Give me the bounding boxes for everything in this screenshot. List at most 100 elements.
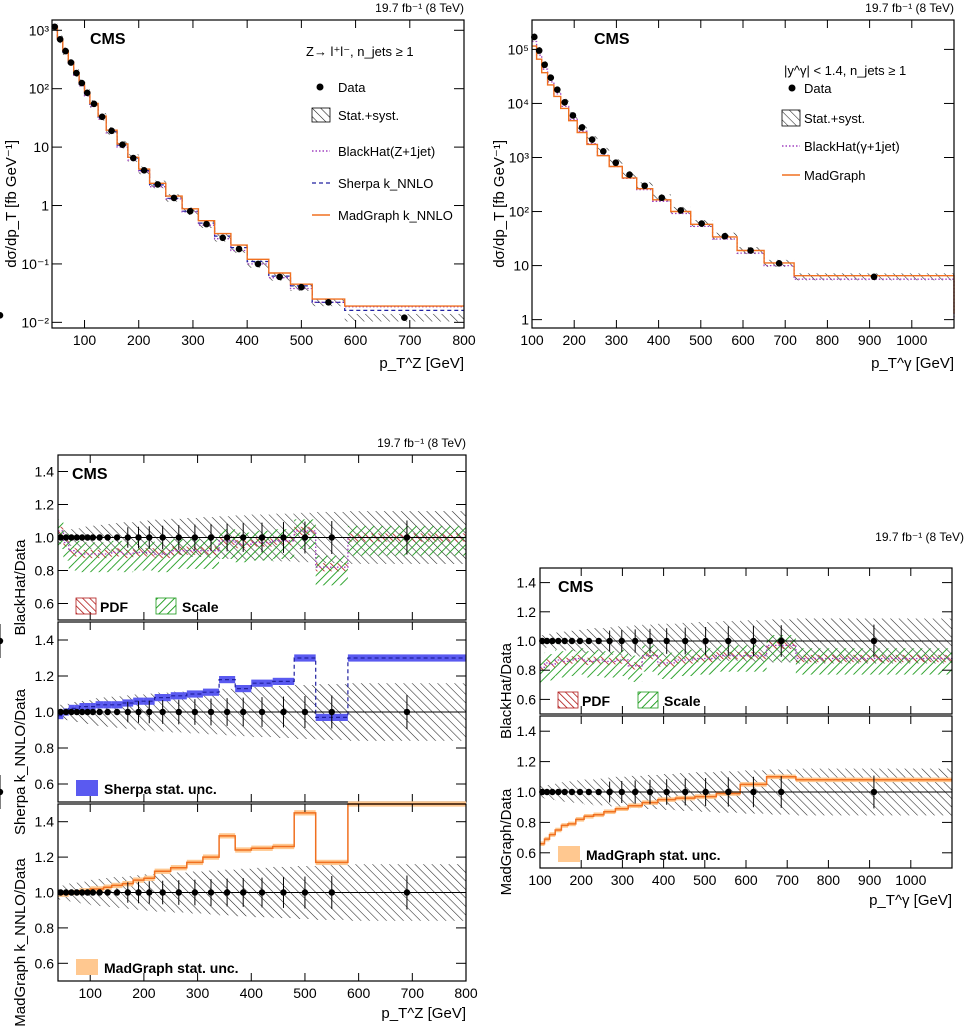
zratio-madgraph-ytick-label: 1.4 xyxy=(35,814,55,830)
gratio-madgraph-xtick-label: 100 xyxy=(528,872,552,888)
zratio-blackhat-scale-band xyxy=(84,542,91,573)
zratio-sherpa-data-point xyxy=(68,708,75,716)
gratio-madgraph-xtick-label: 800 xyxy=(817,872,841,888)
zratio-blackhat-data-point xyxy=(280,534,287,541)
zratio-sherpa-data-point xyxy=(113,708,121,716)
gjet-xtick-label: 500 xyxy=(689,332,713,348)
gjet-data-point xyxy=(747,247,754,254)
gratio-blackhat-scale-band xyxy=(575,648,585,675)
zratio-madgraph-data-point xyxy=(104,889,111,896)
zratio-madgraph-data-point xyxy=(175,889,182,896)
gjet-xtick-label: 200 xyxy=(563,332,587,348)
gjet-data-point xyxy=(677,207,685,214)
gjet-data-point xyxy=(775,260,783,267)
zjet-data-point xyxy=(78,79,86,87)
gratio-blackhat-ytick-label: 0.6 xyxy=(517,691,537,707)
zjet-data-point xyxy=(235,245,243,253)
gjet-xlabel: p_T^γ [GeV] xyxy=(871,355,954,372)
zratio-sherpa-data-point xyxy=(146,708,153,716)
gratio-blackhat-scale-band xyxy=(615,649,629,677)
gjet-xtick-label: 800 xyxy=(816,332,840,348)
gratio-madgraph-data-point xyxy=(702,788,709,796)
zjet-xtick-label: 100 xyxy=(73,332,97,348)
gratio-blackhat-legend-scale: Scale xyxy=(664,693,701,709)
gjet-xtick-label: 400 xyxy=(647,332,671,348)
gratio-blackhat-data-point xyxy=(663,637,670,645)
gratio-blackhat-scale-band xyxy=(716,645,741,672)
zratio-blackhat-ytick-label: 1.0 xyxy=(35,530,55,546)
gratio-blackhat-data-point xyxy=(631,637,639,645)
zratio-madgraph-data-point xyxy=(191,889,199,896)
zratio-blackhat-data-point xyxy=(89,534,97,541)
zratio-blackhat-legend-pdf: PDF xyxy=(100,599,128,615)
zjet-data-point xyxy=(401,314,408,322)
gjet-data-point xyxy=(554,86,561,93)
zratio-sherpa-data-point xyxy=(301,708,309,716)
gratio-madgraph-data-point xyxy=(750,788,757,796)
zjet-data-point xyxy=(154,181,162,188)
gratio-madgraph-legend-stat: MadGraph stat. unc. xyxy=(586,847,721,863)
zjet-legend-statsyst-swatch xyxy=(311,107,331,123)
zratio-sherpa-ytick-label: 0.6 xyxy=(35,776,55,792)
zratio-madgraph-data-point xyxy=(146,889,153,896)
gjet-ytick-label: 10 xyxy=(513,258,529,274)
zjet-data-point xyxy=(325,299,332,306)
gjet-xtick-label: 1000 xyxy=(896,332,927,348)
zratio-madgraph-data-point xyxy=(78,889,86,896)
zratio-madgraph-data-point xyxy=(159,889,166,896)
gratio-blackhat-data-point xyxy=(702,637,709,645)
zratio-blackhat-scale-band xyxy=(90,542,96,573)
zjet-data-point xyxy=(219,234,227,242)
zratio-madgraph-data-point xyxy=(328,889,335,896)
gratio-madgraph-data-point xyxy=(663,788,670,796)
zjet-selection-label: Z→ l⁺l⁻, n_jets ≥ 1 xyxy=(306,44,414,59)
gratio-blackhat-legend-pdf: PDF xyxy=(582,693,610,709)
zratio-blackhat-data-point xyxy=(146,534,153,541)
zratio-madgraph-xtick-label: 300 xyxy=(186,985,210,1001)
zjet-data-point xyxy=(186,207,194,215)
zratio-blackhat-data-point xyxy=(78,534,86,541)
gratio-blackhat-scale-band xyxy=(544,652,550,679)
gjet-data-point xyxy=(569,112,577,119)
zratio-sherpa-data-point xyxy=(159,708,166,716)
zratio-blackhat-data-point xyxy=(159,534,166,541)
zjet-data-point xyxy=(108,127,115,135)
zjet-data-point xyxy=(130,154,137,162)
gjet-xtick-label: 100 xyxy=(520,332,544,348)
zratio-madgraph-legend-stat: MadGraph stat. unc. xyxy=(104,960,239,976)
gjet-legend-statsyst: Stat.+syst. xyxy=(804,111,865,126)
zratio-blackhat-data-point xyxy=(403,534,411,541)
gratio-madgraph-xtick-label: 400 xyxy=(652,872,676,888)
zratio-sherpa-legend-stat: Sherpa stat. unc. xyxy=(104,781,217,797)
zratio-blackhat-scale-band xyxy=(122,542,134,573)
zratio-blackhat-scale-band xyxy=(170,539,187,569)
zratio-madgraph-ytick-label: 1.0 xyxy=(35,885,55,901)
gratio-blackhat-data-point xyxy=(0,637,4,645)
gjet-legend-data-marker xyxy=(788,84,796,92)
zratio-madgraph-xtick-label: 600 xyxy=(347,985,371,1001)
zratio-sherpa-sherpa-stat-band xyxy=(74,704,80,712)
gjet-data-point xyxy=(870,273,878,281)
gratio-madgraph-xtick-label: 300 xyxy=(611,872,635,888)
zjet-legend-statsyst: Stat.+syst. xyxy=(338,108,399,123)
zratio-blackhat-scale-band xyxy=(315,555,348,586)
zratio-madgraph-data-point xyxy=(403,889,411,896)
zratio-sherpa-data-point xyxy=(104,708,111,716)
gratio-madgraph-data-point xyxy=(646,788,654,796)
gratio-blackhat-scale-band xyxy=(603,651,616,678)
zjet-data-point xyxy=(98,113,106,121)
zratio-sherpa-data-point xyxy=(191,708,199,716)
zjet-ytick-label: 10⁻² xyxy=(21,314,49,330)
gratio-xlabel: p_T^γ [GeV] xyxy=(869,892,952,909)
gratio-blackhat-legend-scale-swatch xyxy=(637,691,659,709)
zratio-blackhat-data-point xyxy=(191,534,199,541)
zratio-blackhat-data-point xyxy=(96,534,103,541)
gjet-data-point xyxy=(721,232,729,240)
zratio-madgraph-data-point xyxy=(223,889,231,896)
zratio-blackhat-data-point xyxy=(104,534,111,541)
zratio-sherpa-sherpa-stat-band xyxy=(79,703,85,711)
zratio-madgraph-data-point xyxy=(240,889,247,896)
gratio-madgraph-ytick-label: 1.0 xyxy=(517,784,537,800)
zratio-blackhat-data-point xyxy=(73,534,80,541)
zratio-blackhat-legend-scale: Scale xyxy=(182,599,219,615)
